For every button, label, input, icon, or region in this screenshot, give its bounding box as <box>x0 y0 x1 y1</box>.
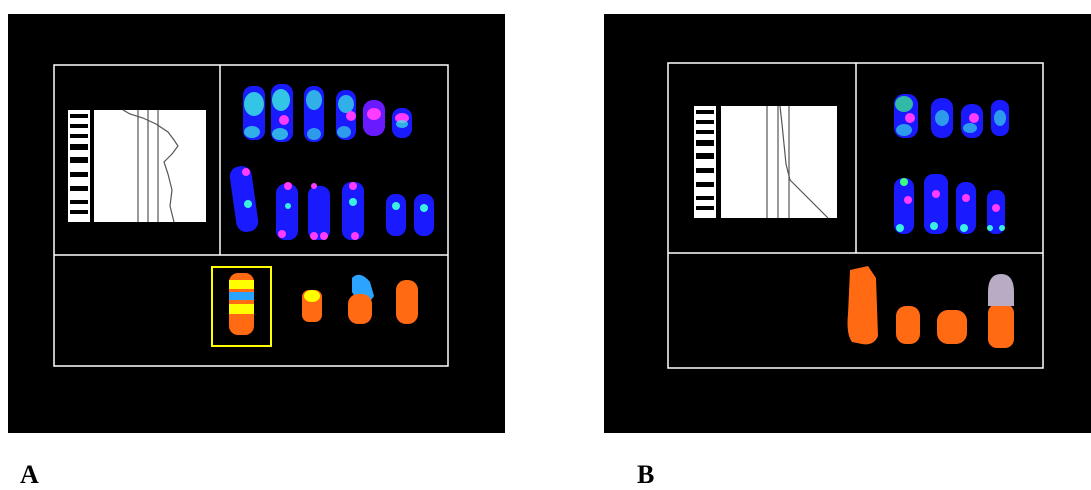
panel-b-label: B <box>637 460 655 489</box>
panel-b-profile-plot <box>721 105 837 219</box>
panel-a <box>8 14 505 433</box>
panel-a-fish-row-2 <box>229 166 434 240</box>
panel-a-painted-chromosomes <box>211 266 418 347</box>
panel-b-figure <box>667 62 1044 369</box>
panel-a-highlight-box <box>211 266 272 347</box>
panel-a-profile-plot <box>94 109 206 223</box>
panel-a-ideogram <box>68 110 90 222</box>
panel-a-fish-row-1 <box>243 84 412 142</box>
panel-a-frame <box>53 64 449 367</box>
panel-a-label: A <box>20 460 39 489</box>
panel-b <box>604 14 1091 433</box>
panel-a-figure <box>53 64 449 367</box>
panel-b-fish-row-2 <box>894 174 1005 234</box>
panel-b-painted-chromosomes <box>847 266 1014 348</box>
panel-b-fish-row-1 <box>894 94 1009 138</box>
panel-b-ideogram <box>694 106 716 218</box>
